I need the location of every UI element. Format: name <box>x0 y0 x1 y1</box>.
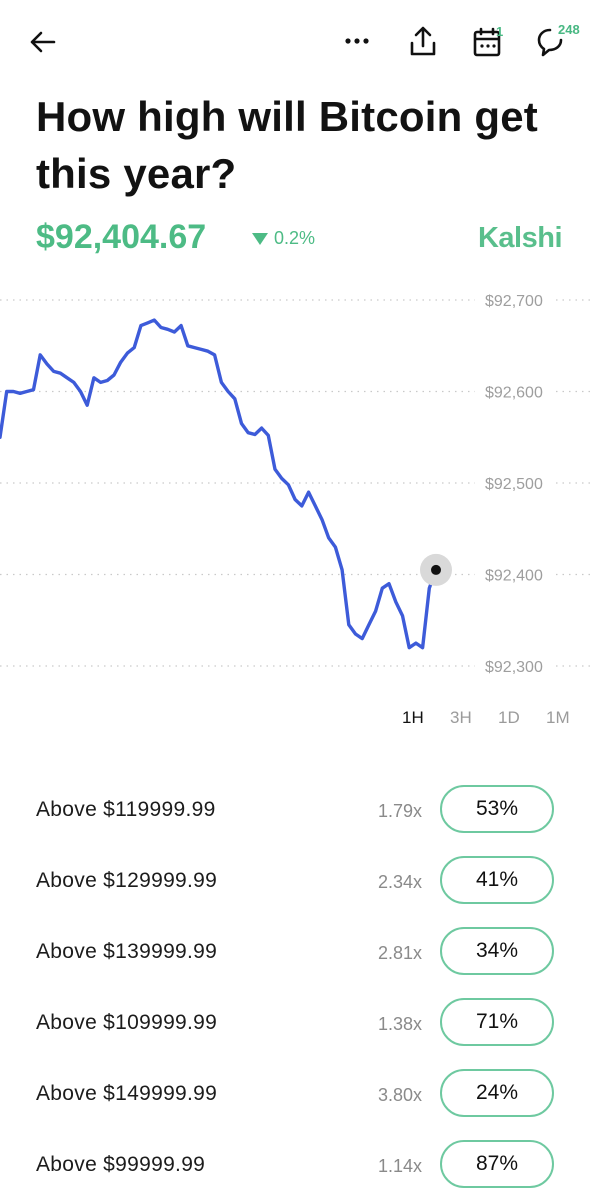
outcome-row[interactable]: Above $109999.99 1.38x 71% <box>0 997 594 1051</box>
outcome-multiplier: 1.79x <box>377 801 422 821</box>
price-row: $92,404.67 0.2% Kalshi <box>36 218 563 266</box>
outcome-label: Above $109999.99 <box>36 1011 218 1034</box>
outcome-multiplier: 2.81x <box>377 943 422 963</box>
outcome-label: Above $149999.99 <box>36 1082 218 1105</box>
outcome-row[interactable]: Above $149999.99 3.80x 24% <box>0 1068 594 1122</box>
y-tick-label: $92,600 <box>485 385 543 402</box>
outcome-chance-button[interactable]: 71% <box>440 998 554 1046</box>
market-title: How high will Bitcoin get this year? <box>36 93 538 197</box>
current-price: $92,404.67 <box>36 218 207 256</box>
more-button[interactable] <box>340 26 374 56</box>
outcome-row[interactable]: Above $139999.99 2.81x 34% <box>0 926 594 980</box>
y-tick-label: $92,400 <box>485 568 543 585</box>
more-horizontal-icon <box>345 38 369 44</box>
outcome-label: Above $129999.99 <box>36 869 218 892</box>
comments-button[interactable] <box>532 24 568 60</box>
outcome-chance-button[interactable]: 24% <box>440 1069 554 1117</box>
share-button[interactable] <box>404 22 442 60</box>
outcome-label: Above $139999.99 <box>36 940 218 963</box>
time-range-1m[interactable]: 1M <box>546 708 570 727</box>
outcome-multiplier: 1.38x <box>377 1014 422 1034</box>
time-range-selector: 1H 3H 1D 1M <box>380 708 580 736</box>
outcome-row[interactable]: Above $99999.99 1.14x 87% <box>0 1139 594 1193</box>
y-tick-label: $92,500 <box>485 476 543 493</box>
brand-logo: Kalshi <box>477 222 563 254</box>
comments-count-badge: 248 <box>558 22 580 37</box>
calendar-badge: 1 <box>496 24 504 39</box>
time-range-3h[interactable]: 3H <box>450 708 472 727</box>
outcome-chance-button[interactable]: 87% <box>440 1140 554 1188</box>
outcome-label: Above $119999.99 <box>36 798 216 821</box>
outcome-row[interactable]: Above $119999.99 1.79x 53% <box>0 784 594 838</box>
time-range-1d[interactable]: 1D <box>498 708 520 727</box>
top-bar: 1 248 <box>0 0 594 84</box>
share-upload-icon <box>410 26 436 56</box>
back-button[interactable] <box>22 24 62 60</box>
arrow-left-icon <box>30 31 56 53</box>
comment-bubble-icon <box>537 28 563 57</box>
outcome-chance-button[interactable]: 41% <box>440 856 554 904</box>
price-change-value: 0.2% <box>274 228 316 248</box>
calendar-icon <box>473 27 501 57</box>
outcome-multiplier: 3.80x <box>377 1085 422 1105</box>
price-chart[interactable]: $92,700 $92,600 $92,500 $92,400 $92,300 <box>0 284 594 684</box>
outcome-row[interactable]: Above $129999.99 2.34x 41% <box>0 855 594 909</box>
y-tick-label: $92,700 <box>485 293 543 310</box>
price-change: 0.2% <box>252 228 315 249</box>
outcome-chance-button[interactable]: 34% <box>440 927 554 975</box>
outcome-multiplier: 2.34x <box>377 872 422 892</box>
y-tick-label: $92,300 <box>485 659 543 676</box>
outcome-chance-button[interactable]: 53% <box>440 785 554 833</box>
calendar-button[interactable] <box>468 24 506 60</box>
down-triangle-icon <box>252 232 268 245</box>
outcome-label: Above $99999.99 <box>36 1153 206 1176</box>
price-line <box>0 318 438 650</box>
outcome-multiplier: 1.14x <box>377 1156 422 1176</box>
current-point-marker <box>431 564 441 575</box>
time-range-1h[interactable]: 1H <box>402 708 424 727</box>
